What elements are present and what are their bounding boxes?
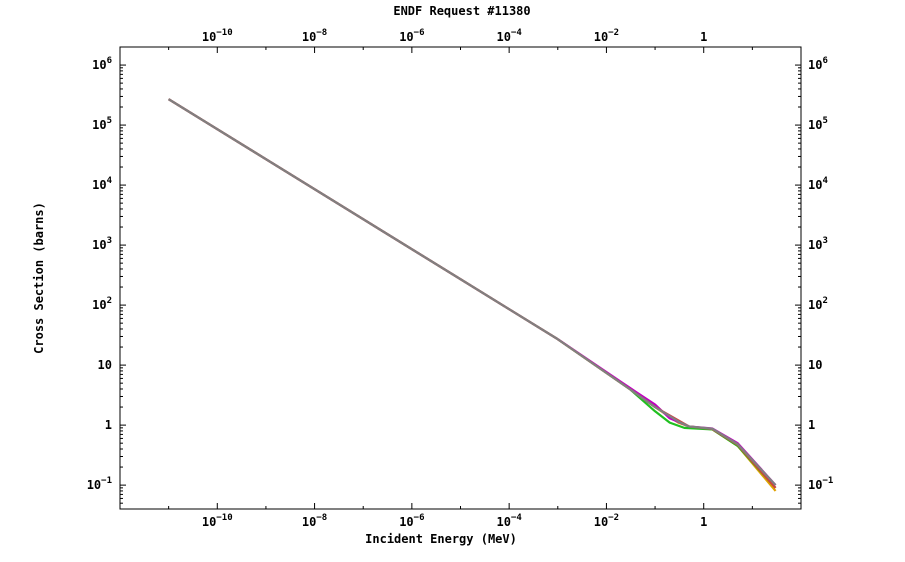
y-axis-label: Cross Section (barns) (32, 202, 46, 354)
x-tick-label-top: 10−8 (302, 28, 327, 44)
x-tick-label-bottom: 1 (700, 515, 707, 529)
x-tick-label-top: 10−10 (202, 28, 233, 44)
x-tick-label-bottom: 10−8 (302, 513, 327, 529)
series-layer (168, 98, 777, 492)
y-tick-label-right: 103 (808, 236, 828, 252)
series-line-0 (168, 98, 777, 492)
series-line-1 (168, 98, 777, 489)
x-axis-label: Incident Energy (MeV) (365, 532, 517, 546)
y-tick-label-right: 1 (808, 418, 815, 432)
series-line-4 (168, 98, 777, 486)
y-tick-label-left: 105 (92, 116, 112, 132)
y-tick-label-right: 10 (808, 358, 822, 372)
y-tick-label-right: 105 (808, 116, 828, 132)
x-tick-label-top: 10−6 (399, 28, 424, 44)
y-tick-label-left: 106 (92, 56, 112, 72)
series-line-3 (168, 98, 777, 489)
y-tick-label-right: 104 (808, 176, 828, 192)
y-tick-label-left: 102 (92, 296, 112, 312)
axis-layer: 10−10 10−10 10−8 10−8 10−6 10−6 10−4 10−4 10−2 10… (87, 28, 834, 529)
x-tick-label-bottom: 10−4 (496, 513, 522, 529)
x-tick-label-top: 1 (700, 30, 707, 44)
x-tick-label-bottom: 10−10 (202, 513, 233, 529)
x-tick-label-top: 10−4 (496, 28, 522, 44)
x-tick-label-bottom: 10−2 (594, 513, 619, 529)
chart-title: ENDF Request #11380 (393, 4, 530, 18)
x-tick-label-top: 10−2 (594, 28, 619, 44)
y-tick-label-left: 1 (105, 418, 112, 432)
y-tick-label-left: 10 (98, 358, 112, 372)
y-tick-label-right: 102 (808, 296, 828, 312)
x-tick-label-bottom: 10−6 (399, 513, 424, 529)
y-tick-label-left: 104 (92, 176, 112, 192)
y-tick-label-right: 10−1 (808, 476, 833, 492)
y-tick-label-left: 103 (92, 236, 112, 252)
y-tick-label-left: 10−1 (87, 476, 112, 492)
y-tick-label-right: 106 (808, 56, 828, 72)
